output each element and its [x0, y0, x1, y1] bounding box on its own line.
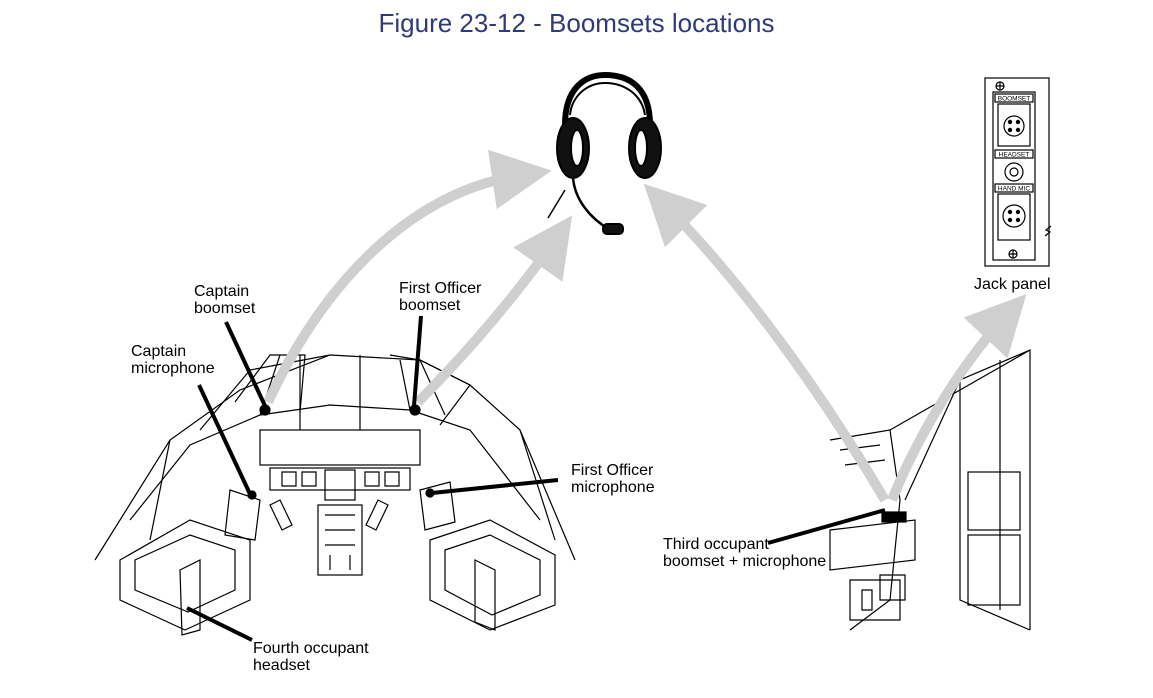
- jack-panel-section-hand-mic: HAND MIC: [998, 186, 1030, 193]
- label-third-occupant: Third occupant boomset + microphone: [663, 536, 827, 570]
- figure-title: Figure 23-12 - Boomsets locations: [378, 8, 775, 38]
- leader-first-officer-microphone: [431, 478, 559, 495]
- label-captain-microphone: Captain microphone: [131, 343, 215, 377]
- cockpit-illustration: [94, 354, 576, 636]
- jack-panel-icon: BOOMSET HEADSET HAND MIC: [984, 77, 1052, 267]
- leader-third-occupant: [767, 508, 886, 545]
- headset-icon: [547, 71, 662, 235]
- arrow-captain-boomset: [263, 149, 552, 405]
- jack-panel-section-headset: HEADSET: [999, 152, 1030, 159]
- location-arrows: [263, 149, 1027, 503]
- label-first-officer-boomset: First Officer boomset: [399, 280, 482, 314]
- arrow-first-officer-boomset: [414, 215, 573, 406]
- leader-first-officer-boomset: [412, 315, 423, 407]
- leader-captain-microphone: [197, 384, 252, 495]
- leader-fourth-occupant: [186, 606, 253, 642]
- arrow-third-occupant-jack: [887, 294, 1027, 502]
- label-jack-panel: Jack panel: [974, 276, 1051, 293]
- leader-captain-boomset: [224, 321, 268, 409]
- label-captain-boomset: Captain boomset: [194, 283, 256, 317]
- label-fourth-occupant: Fourth occupant headset: [253, 640, 369, 674]
- arrow-third-occupant-headset: [643, 183, 890, 503]
- observer-station-illustration: [829, 348, 1031, 631]
- label-first-officer-microphone: First Officer microphone: [571, 462, 655, 496]
- jack-panel-section-boomset: BOOMSET: [998, 96, 1031, 103]
- leader-lines: [186, 315, 886, 642]
